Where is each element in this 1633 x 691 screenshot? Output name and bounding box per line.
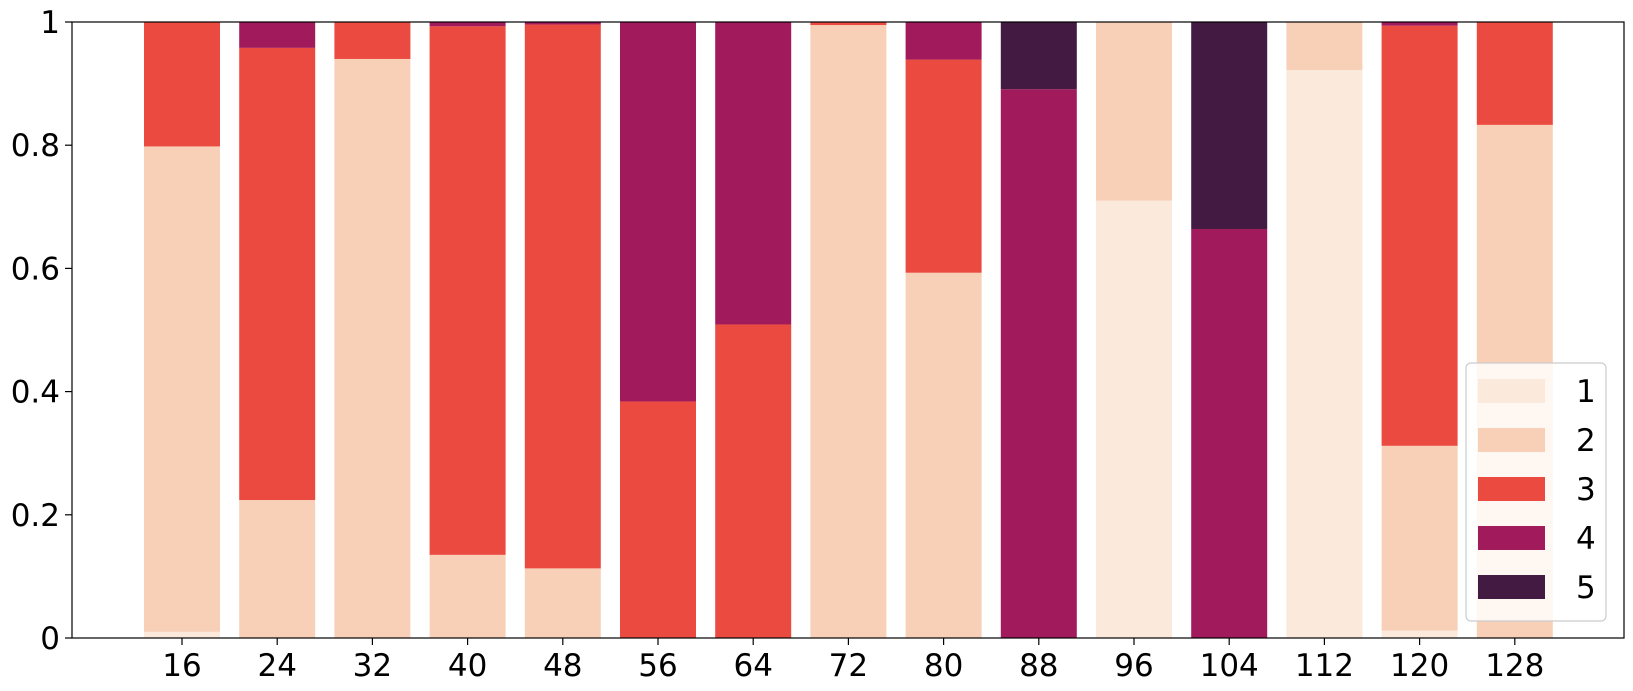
bar-segment-96-series-1 — [1096, 200, 1172, 638]
bar-segment-88-series-5 — [1000, 22, 1077, 90]
bar-segment-104-series-4 — [1191, 228, 1268, 639]
y-tick-label: 0.8 — [11, 128, 60, 164]
x-tick-label: 56 — [638, 648, 677, 684]
bar-segment-16-series-3 — [144, 22, 220, 147]
bar-segment-56-series-4 — [620, 22, 696, 402]
y-tick-label: 0.2 — [11, 498, 60, 534]
legend-swatch-4 — [1478, 526, 1545, 550]
bar-segment-80-series-4 — [905, 22, 982, 60]
bar-segment-96-series-2 — [1096, 22, 1172, 201]
legend-label-3: 3 — [1576, 472, 1596, 508]
x-tick-label: 112 — [1295, 648, 1354, 684]
bar-segment-56-series-3 — [620, 401, 696, 638]
bar-segment-24-series-4 — [239, 22, 316, 48]
bar-segment-112-series-1 — [1286, 70, 1363, 639]
y-tick-label: 0.4 — [11, 375, 60, 411]
bar-segment-120-series-3 — [1381, 25, 1458, 446]
bar-segment-112-series-2 — [1286, 22, 1363, 71]
bar-segment-48-series-4 — [524, 22, 601, 25]
bar-segment-48-series-2 — [524, 568, 601, 638]
x-tick-label: 104 — [1200, 648, 1259, 684]
legend-label-5: 5 — [1576, 570, 1596, 606]
bar-segment-40-series-4 — [429, 22, 506, 27]
bar-segment-128-series-3 — [1476, 22, 1553, 125]
bar-segment-48-series-3 — [524, 24, 601, 569]
bar-segment-88-series-4 — [1000, 89, 1077, 638]
bar-segment-120-series-2 — [1381, 445, 1458, 631]
bar-segment-64-series-4 — [715, 22, 792, 325]
legend-label-2: 2 — [1576, 423, 1596, 459]
bar-segment-80-series-2 — [905, 272, 982, 638]
bar-segment-24-series-3 — [239, 47, 316, 501]
legend: 1 2 3 4 5 — [1465, 362, 1607, 622]
bar-segment-24-series-2 — [239, 500, 316, 638]
bars-group — [144, 22, 1553, 639]
y-tick-label: 0.6 — [11, 251, 60, 287]
legend-label-1: 1 — [1576, 374, 1596, 410]
bar-segment-16-series-1 — [144, 631, 220, 638]
x-tick-label: 16 — [162, 648, 201, 684]
x-tick-label: 120 — [1390, 648, 1449, 684]
x-tick-label: 80 — [924, 648, 963, 684]
x-tick-label: 24 — [257, 648, 296, 684]
bar-segment-32-series-3 — [334, 22, 411, 59]
x-tick-label: 64 — [733, 648, 772, 684]
x-tick-label: 32 — [353, 648, 392, 684]
bar-segment-80-series-3 — [905, 59, 982, 273]
x-tick-label: 72 — [829, 648, 868, 684]
x-axis: 16 24 32 40 48 56 64 72 80 88 96 104 112 120 128 — [162, 638, 1544, 684]
y-tick-label: 0 — [40, 621, 60, 657]
y-axis: 0 0.2 0.4 0.6 0.8 1 — [11, 5, 72, 657]
x-tick-label: 40 — [448, 648, 487, 684]
bar-segment-72-series-3 — [810, 22, 887, 26]
bar-segment-104-series-5 — [1191, 22, 1268, 229]
legend-swatch-2 — [1478, 428, 1545, 452]
bar-segment-120-series-4 — [1381, 22, 1458, 26]
bar-segment-40-series-2 — [429, 554, 506, 638]
legend-swatch-1 — [1478, 379, 1545, 403]
legend-swatch-3 — [1478, 477, 1545, 501]
x-tick-label: 48 — [543, 648, 582, 684]
bar-segment-72-series-2 — [810, 25, 887, 638]
y-tick-label: 1 — [40, 5, 60, 41]
bar-segment-120-series-1 — [1381, 630, 1458, 638]
legend-label-4: 4 — [1576, 521, 1596, 557]
bar-segment-64-series-3 — [715, 324, 792, 638]
bar-segment-40-series-3 — [429, 26, 506, 555]
bar-segment-32-series-2 — [334, 58, 411, 638]
x-tick-label: 128 — [1485, 648, 1544, 684]
bar-segment-16-series-2 — [144, 146, 220, 632]
x-tick-label: 88 — [1019, 648, 1058, 684]
x-tick-label: 96 — [1114, 648, 1153, 684]
legend-swatch-5 — [1478, 575, 1545, 599]
